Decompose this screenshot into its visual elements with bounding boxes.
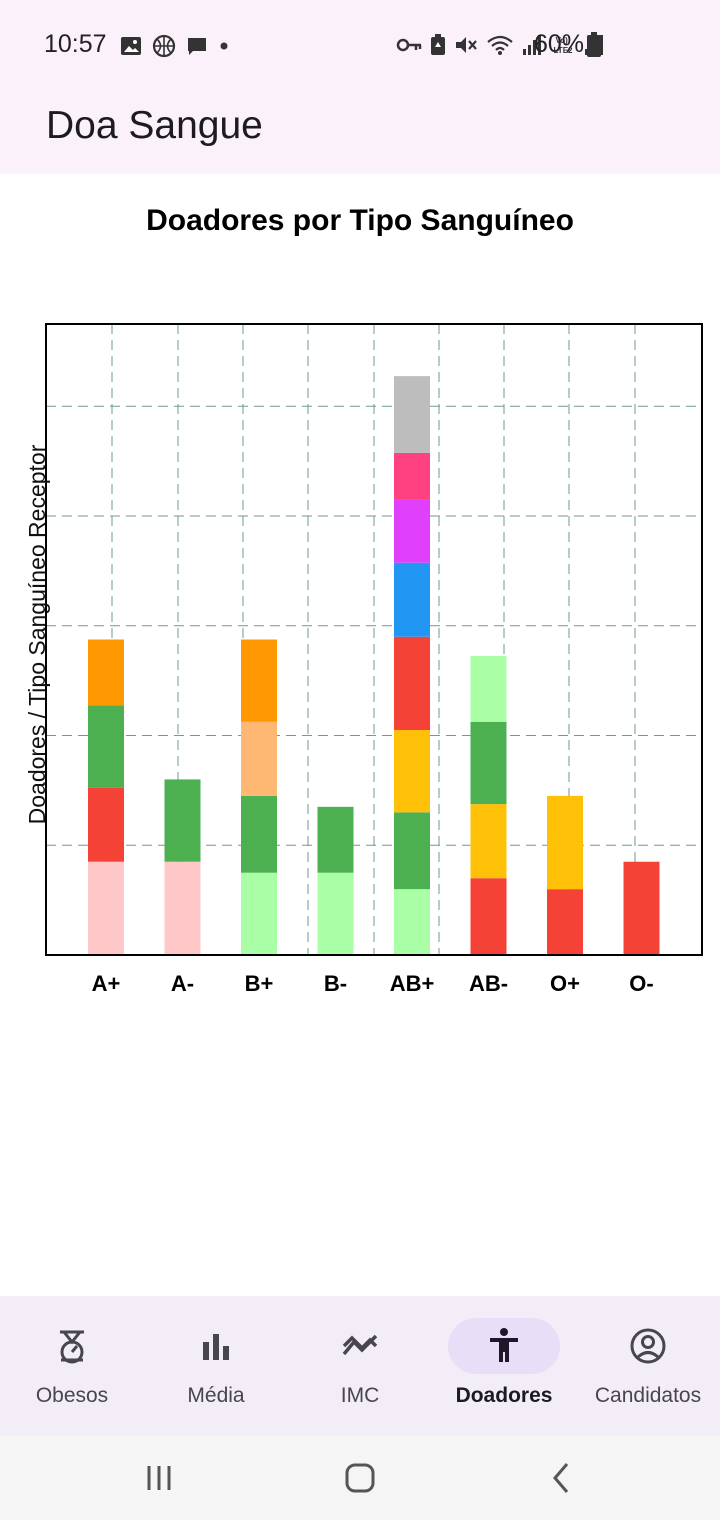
nav-item-doadores[interactable]: Doadores	[432, 1296, 576, 1436]
x-tick-label: A-	[171, 971, 194, 996]
signal-icon	[523, 35, 541, 55]
bar-segment	[241, 721, 277, 796]
x-tick-label: O+	[550, 971, 580, 996]
bar-segment	[394, 730, 430, 813]
basketball-icon	[152, 34, 176, 58]
trend-icon	[342, 1334, 378, 1356]
bar-segment	[470, 878, 507, 955]
bar-segment	[241, 795, 277, 873]
nav-item-imc[interactable]: IMC	[288, 1296, 432, 1436]
status-time: 10:57	[44, 30, 107, 58]
bar-segment	[394, 889, 430, 955]
x-tick-label: AB+	[390, 971, 435, 996]
key-icon	[396, 38, 422, 52]
wifi-icon	[487, 35, 513, 55]
dot-icon	[220, 42, 228, 50]
bar-segment	[394, 376, 430, 453]
x-tick-label: A+	[92, 971, 121, 996]
bar-segment	[394, 812, 430, 890]
app-title: Doa Sangue	[46, 104, 263, 147]
bar-segment	[470, 804, 507, 879]
nav-item-candidatos[interactable]: Candidatos	[576, 1296, 720, 1436]
bar-segment	[88, 861, 124, 955]
nav-item-obesos[interactable]: Obesos	[0, 1296, 144, 1436]
home-icon[interactable]	[338, 1456, 382, 1500]
back-icon[interactable]	[540, 1456, 584, 1500]
bar-segment	[317, 806, 354, 873]
nav-label: Média	[187, 1384, 245, 1407]
status-notification-icons	[120, 34, 230, 58]
nav-label: IMC	[340, 1384, 380, 1407]
battery-saver-icon	[431, 34, 445, 55]
svg-text:LTE2: LTE2	[554, 46, 574, 55]
svg-text:Vo)): Vo))	[556, 36, 571, 45]
y-axis-label: Doadores / Tipo Sanguíneo Receptor	[24, 444, 50, 824]
nav-item-media[interactable]: Média	[144, 1296, 288, 1436]
plot-frame	[45, 323, 703, 956]
status-system-icons: Vo)) LTE2	[396, 34, 604, 56]
bar-segment	[394, 636, 430, 731]
nav-label: Candidatos	[594, 1384, 702, 1407]
chart-title: Doadores por Tipo Sanguíneo	[146, 204, 574, 237]
bar-segment	[394, 499, 430, 563]
bottom-navigation: Obesos Média IMC Doadores Candidatos	[0, 1296, 720, 1436]
bar-chart-icon	[203, 1334, 229, 1360]
bar-segment	[88, 705, 124, 788]
x-tick-label: B+	[245, 971, 274, 996]
chat-icon	[188, 38, 206, 55]
battery-level: 60%	[534, 30, 585, 58]
bar-segment	[317, 872, 354, 955]
bar-segment	[88, 787, 124, 862]
x-tick-label: AB-	[469, 971, 508, 996]
bar-segment	[470, 721, 507, 805]
bar-segment	[470, 655, 507, 722]
mute-icon	[456, 37, 477, 53]
bar-segment	[623, 861, 660, 955]
x-tick-label: B-	[324, 971, 347, 996]
system-navigation-bar	[0, 1436, 720, 1520]
image-icon	[121, 37, 141, 55]
bar-segment	[164, 779, 201, 862]
account-circle-icon	[630, 1328, 666, 1364]
nav-label: Doadores	[455, 1384, 553, 1407]
bar-segment	[547, 889, 583, 955]
app-bar: Doa Sangue	[0, 92, 720, 174]
bar-segment	[394, 452, 430, 500]
recent-apps-icon[interactable]	[137, 1456, 181, 1500]
bar-segment	[241, 872, 277, 955]
volte-icon: Vo))LTE2	[554, 36, 574, 55]
scale-icon	[60, 1330, 84, 1364]
bar-segment	[394, 562, 430, 637]
bar-segment	[547, 795, 583, 890]
person-icon	[490, 1328, 518, 1362]
battery-icon	[587, 32, 601, 57]
stacked-bar-chart: A+ A- B+ B- AB+ AB- O+ O- Doadores / Tipo Sanguí…	[24, 323, 703, 996]
bar-segment	[88, 639, 124, 706]
nav-label: Obesos	[35, 1384, 109, 1407]
status-bar: 10:57 Vo)) LTE2 60%	[0, 0, 720, 92]
x-tick-label: O-	[629, 971, 653, 996]
bar-segment	[164, 861, 201, 955]
bar-segment	[241, 639, 277, 722]
